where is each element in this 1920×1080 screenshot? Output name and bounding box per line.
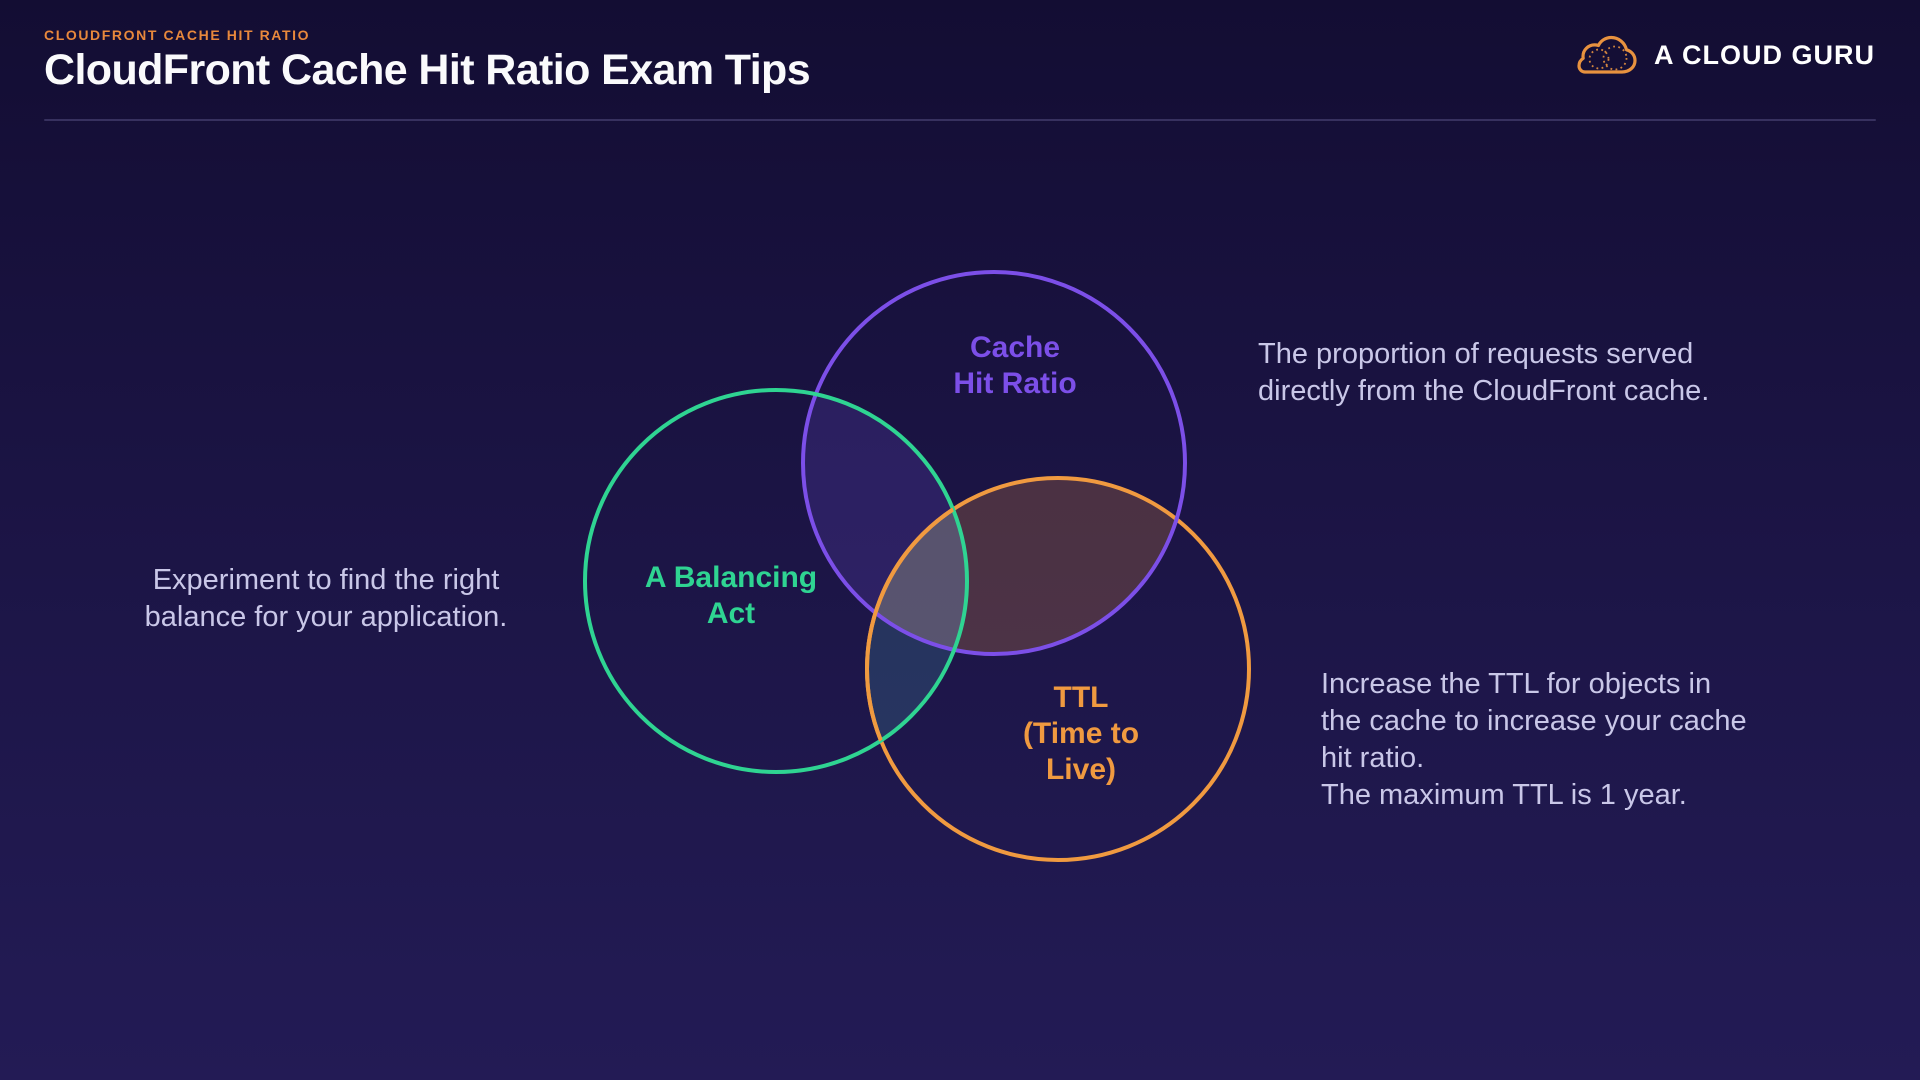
venn-label-ttl: TTL (Time to Live) xyxy=(1022,681,1140,786)
header-divider xyxy=(44,119,1876,121)
note-cache-hit-ratio: The proportion of requests served direct… xyxy=(1258,338,1710,407)
brand-name: A CLOUD GURU xyxy=(1654,39,1875,70)
venn-label-balancing-act: A Balancing Act xyxy=(644,561,818,630)
page-title: CloudFront Cache Hit Ratio Exam Tips xyxy=(44,46,811,94)
eyebrow-label: CLOUDFRONT CACHE HIT RATIO xyxy=(44,27,311,43)
cloud-icon xyxy=(1577,35,1637,74)
brand-logo: A CLOUD GURU xyxy=(1575,32,1875,78)
note-ttl: Increase the TTL for objects in the cach… xyxy=(1321,668,1747,811)
note-balancing-act: Experiment to find the right balance for… xyxy=(144,564,508,633)
venn-label-cache-hit-ratio: Cache Hit Ratio xyxy=(953,331,1077,400)
